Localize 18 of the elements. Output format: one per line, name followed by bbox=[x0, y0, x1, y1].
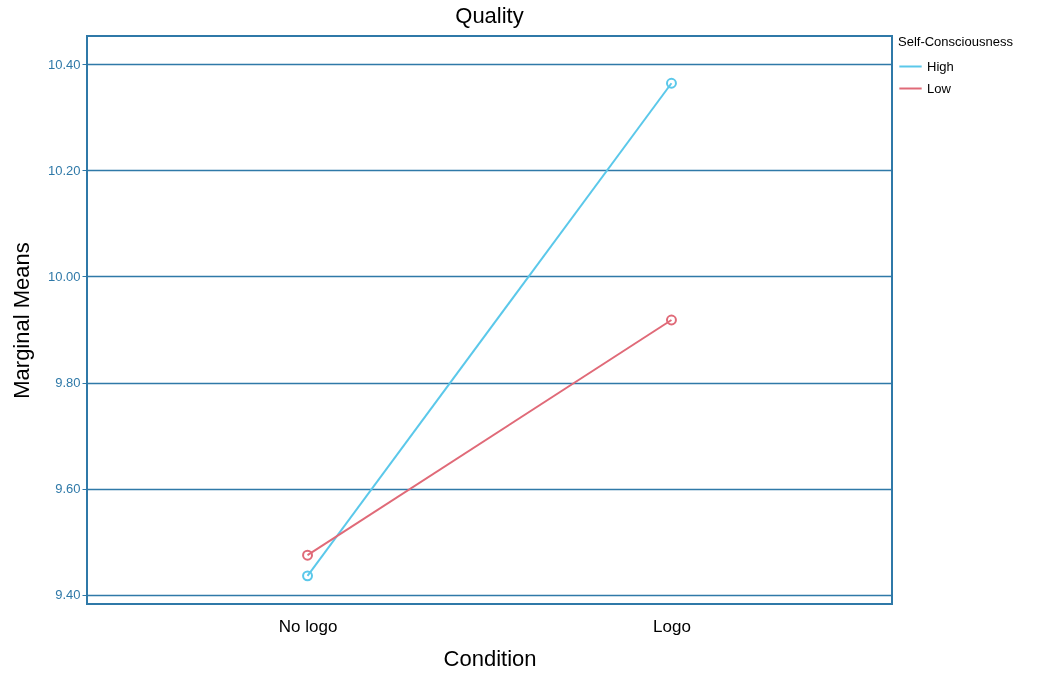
point bbox=[665, 314, 677, 326]
point bbox=[665, 77, 677, 89]
legend-label: High bbox=[927, 58, 954, 74]
y-axis-title: Marginal Means bbox=[8, 242, 34, 399]
y-tick-label: 10.40 bbox=[47, 56, 81, 72]
legend-title: Self-Consciousness bbox=[898, 34, 1014, 49]
point bbox=[302, 549, 314, 561]
y-tick-label: 10.00 bbox=[47, 268, 81, 284]
y-tick-label: 9.60 bbox=[55, 481, 81, 497]
x-tick-label: No logo bbox=[278, 616, 338, 636]
y-tick-label: 9.40 bbox=[55, 587, 81, 603]
y-tick-label: 10.20 bbox=[47, 162, 81, 178]
legend-label: Low bbox=[927, 80, 952, 96]
point bbox=[302, 570, 314, 582]
x-tick-label: Logo bbox=[653, 616, 691, 636]
y-tick-label: 9.80 bbox=[55, 375, 81, 391]
x-axis-title: Condition bbox=[443, 645, 537, 671]
chart-title: Quality bbox=[455, 3, 524, 28]
